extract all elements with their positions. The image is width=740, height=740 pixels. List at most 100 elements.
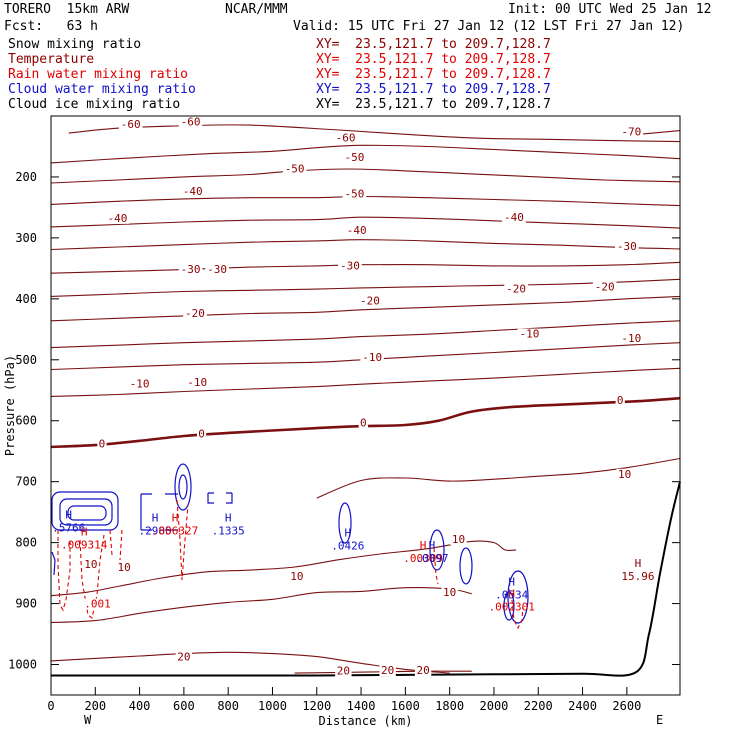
rain-water-contours xyxy=(57,499,524,630)
contour-label: -20 xyxy=(185,307,205,320)
west-label: W xyxy=(84,713,92,727)
y-tick-label: 500 xyxy=(15,353,37,367)
contour-label-bg xyxy=(450,534,467,546)
cloud-water-contour xyxy=(174,463,192,511)
field-xy-rain: XY= 23.5,121.7 to 209.7,128.7 xyxy=(316,67,551,82)
extremum-marker: H xyxy=(65,508,72,521)
isotherm-line xyxy=(50,261,681,274)
extremum-marker: H xyxy=(225,511,232,524)
contour-label-bg xyxy=(118,118,143,130)
contour-label: -10 xyxy=(130,378,150,391)
contour-label-bg xyxy=(342,188,367,200)
y-tick-label: 600 xyxy=(15,414,37,428)
x-tick-label: 1200 xyxy=(302,699,331,713)
contour-label-bg xyxy=(180,186,205,198)
contour-label: 10 xyxy=(84,558,97,571)
field-xy-cloud-ice: XY= 23.5,121.7 to 209.7,128.7 xyxy=(316,97,551,112)
extremum-marker: H xyxy=(508,575,515,588)
contour-label-bg xyxy=(288,571,306,583)
cloud-water-contour xyxy=(503,591,515,621)
valid-time: Valid: 15 UTC Fri 27 Jan 12 (12 LST Fri … xyxy=(293,19,685,34)
extremum-value: .006327 xyxy=(152,524,198,537)
contour-label-bg xyxy=(616,468,633,480)
cloud-water-contour xyxy=(459,547,473,585)
contour-label-bg xyxy=(619,126,644,138)
contour-label: .001 xyxy=(84,598,111,611)
contour-label: -30 xyxy=(181,263,201,276)
isotherm-line xyxy=(50,239,681,251)
y-tick-label: 800 xyxy=(15,536,37,550)
x-tick-label: 600 xyxy=(173,699,195,713)
cloud-water-contour xyxy=(51,491,119,531)
contour-label-bg xyxy=(205,264,229,276)
x-tick-label: 200 xyxy=(84,699,106,713)
cloud-water-contour xyxy=(207,492,233,504)
x-tick-label: 1400 xyxy=(347,699,376,713)
rain-water-contour xyxy=(57,530,71,612)
contour-label-bg xyxy=(414,665,432,677)
extremum-marker: H xyxy=(635,557,642,570)
extremum-marker: H xyxy=(152,511,159,524)
contour-label: -60 xyxy=(181,116,201,129)
contour-label: -20 xyxy=(360,295,380,308)
contour-label-bg xyxy=(517,328,542,340)
contour-label: -30 xyxy=(617,240,637,253)
y-tick-label: 200 xyxy=(15,170,37,184)
x-tick-label: 1000 xyxy=(258,699,287,713)
east-label: E xyxy=(656,713,663,727)
contour-label-bg xyxy=(333,132,358,144)
extremum-marker: H xyxy=(429,539,436,552)
contour-label: -20 xyxy=(506,283,526,296)
contour-label-bg xyxy=(379,665,396,677)
extremum-marker: H xyxy=(420,539,427,552)
field-name-temperature: Temperature xyxy=(8,52,95,67)
isotherm-line xyxy=(50,278,681,297)
y-tick-label: 300 xyxy=(15,231,37,245)
contour-label: 20 xyxy=(416,664,429,677)
contour-label-bg xyxy=(619,332,644,344)
contour-label-bg xyxy=(338,260,362,272)
isotherm-line xyxy=(50,168,681,184)
contour-label: -60 xyxy=(121,118,141,131)
extremum-value: .00309 xyxy=(403,552,443,565)
isotherm-line xyxy=(316,457,681,499)
contour-label: -40 xyxy=(504,211,524,224)
isotherm-line xyxy=(50,540,517,597)
contour-label: -10 xyxy=(621,332,641,345)
x-axis-label: Distance (km) xyxy=(319,714,413,728)
contour-label-bg xyxy=(183,307,207,319)
field-xy-temperature: XY= 23.5,121.7 to 209.7,128.7 xyxy=(316,52,551,67)
plot-frame xyxy=(50,115,681,696)
x-tick-label: 800 xyxy=(217,699,239,713)
cloud-water-contour xyxy=(338,502,352,544)
x-tick-label: 1600 xyxy=(391,699,420,713)
extremum-marker: H xyxy=(344,527,351,540)
y-tick-label: 900 xyxy=(15,597,37,611)
field-name-cloud-water: Cloud water mixing ratio xyxy=(8,82,196,97)
contour-label-bg xyxy=(127,378,152,390)
cloud-water-contours xyxy=(51,463,529,624)
x-tick-label: 1800 xyxy=(435,699,464,713)
field-xy-snow: XY= 23.5,121.7 to 209.7,128.7 xyxy=(316,37,551,52)
extremum-value: .2985 xyxy=(139,524,172,537)
contour-label-bg xyxy=(615,240,639,252)
isotherm-line xyxy=(50,320,681,349)
contour-label: -50 xyxy=(344,187,364,200)
contour-label: -50 xyxy=(344,151,364,164)
contour-label: 20 xyxy=(177,651,190,664)
contour-label: -40 xyxy=(108,212,128,225)
rain-water-contour xyxy=(176,499,189,581)
contour-label-bg xyxy=(82,598,113,610)
contour-label: -50 xyxy=(285,162,305,175)
contour-label-bg xyxy=(504,283,528,295)
x-tick-label: 2200 xyxy=(524,699,553,713)
rain-water-contour xyxy=(511,599,524,630)
contour-label: 20 xyxy=(381,664,394,677)
contour-label: 0 xyxy=(198,428,205,441)
contour-label: -40 xyxy=(183,185,203,198)
contour-label: 10 xyxy=(618,468,631,481)
contour-label-bg xyxy=(502,212,526,224)
contour-label-bg xyxy=(105,212,130,224)
